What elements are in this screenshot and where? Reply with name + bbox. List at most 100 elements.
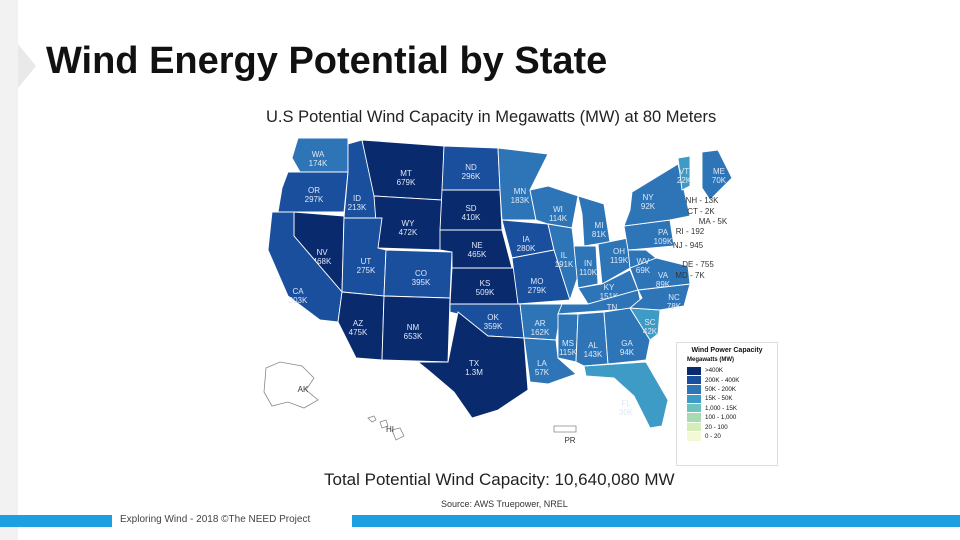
state-OR (277, 171, 349, 213)
label-TX-name: TX (469, 359, 480, 368)
label-OH-name: OH (613, 247, 625, 256)
label-NV-name: NV (316, 248, 328, 257)
ne-callout-6: MD - 7K (675, 271, 705, 280)
label-UT-name: UT (361, 257, 372, 266)
state-PR (553, 425, 577, 433)
label-ID-name: ID (353, 194, 361, 203)
legend-swatch (687, 432, 701, 441)
legend-item: 200K - 400K (687, 375, 777, 385)
label-MT-value: 679K (397, 178, 416, 187)
label-AL-name: AL (588, 341, 598, 350)
footer-bar-right (352, 515, 960, 527)
map-heading: U.S Potential Wind Capacity in Megawatts… (266, 108, 717, 126)
legend-label: 100 - 1,000 (705, 414, 737, 422)
label-PA-value: 109K (654, 237, 673, 246)
state-NY (623, 163, 691, 227)
legend-label: 1,000 - 15K (705, 404, 737, 412)
label-IN-name: IN (584, 259, 592, 268)
wind-map-figure: WA 174K OR 297K ID 213K MT 679K WY 472K NV 468K CA 30… (258, 100, 778, 520)
legend-label: 50K - 200K (705, 385, 736, 393)
label-VT-name: VT (679, 167, 689, 176)
label-KY-value: 151K (600, 292, 619, 301)
legend-swatch (687, 366, 701, 375)
label-ME-value: 70K (712, 176, 727, 185)
legend-item: >400K (687, 366, 777, 375)
label-MS-name: MS (562, 339, 574, 348)
legend-swatch (687, 422, 701, 432)
label-GA-name: GA (621, 339, 633, 348)
ne-callout-5: DE - 755 (682, 260, 714, 269)
ne-callout-0: NH - 13K (686, 196, 720, 205)
title-arrow-decoration (18, 44, 36, 88)
legend-item: 50K - 200K (687, 385, 777, 394)
label-UT-value: 275K (357, 266, 376, 275)
label-NY-value: 92K (641, 202, 656, 211)
label-ID-value: 213K (348, 203, 367, 212)
left-band (0, 0, 18, 540)
label-IN-value: 110K (579, 268, 598, 277)
label-AZ-value: 475K (349, 328, 368, 337)
legend-swatch (687, 404, 701, 413)
label-TX-value: 1.3M (465, 368, 483, 377)
state-VT (677, 155, 691, 191)
label-CA-name: CA (292, 287, 304, 296)
label-NE-name: NE (471, 241, 482, 250)
legend-label: 200K - 400K (705, 376, 740, 384)
label-WI-value: 114K (549, 214, 568, 223)
label-LA-name: LA (537, 359, 547, 368)
state-FL (583, 361, 669, 429)
state-IL (547, 223, 579, 302)
label-IL-name: IL (561, 251, 568, 260)
slide-title: Wind Energy Potential by State (46, 40, 608, 82)
label-NV-value: 468K (313, 257, 332, 266)
label-AL-value: 143K (584, 350, 603, 359)
state-LA (523, 337, 577, 385)
label-MI-name: MI (595, 221, 604, 230)
label-AR-value: 162K (531, 328, 550, 337)
state-WV (627, 249, 657, 269)
label-OH-value: 119K (610, 256, 629, 265)
footer-bar-left (0, 515, 112, 527)
label-OK-name: OK (487, 313, 499, 322)
state-TX (416, 311, 529, 419)
label-SD-value: 410K (462, 213, 481, 222)
legend-item: 15K - 50K (687, 394, 777, 404)
label-CO-value: 395K (412, 278, 431, 287)
label-AK: AK (298, 385, 309, 394)
label-AR-name: AR (534, 319, 545, 328)
legend-swatch (687, 413, 701, 422)
label-ND-value: 296K (462, 172, 481, 181)
label-HI: HI (386, 425, 394, 434)
label-FL-name: FL (621, 399, 631, 408)
label-MN-value: 183K (511, 196, 530, 205)
label-MI-value: 81K (592, 230, 607, 239)
label-NC-value: 78K (667, 302, 682, 311)
label-MS-value: 115K (559, 348, 578, 357)
label-WA-name: WA (312, 150, 325, 159)
label-KY-name: KY (604, 283, 615, 292)
legend-swatch (687, 394, 701, 404)
label-WV-name: WV (637, 257, 651, 266)
state-AK (263, 361, 319, 409)
label-IA-value: 280K (517, 244, 536, 253)
state-HI (367, 415, 405, 441)
label-SD-name: SD (465, 204, 476, 213)
total-capacity: Total Potential Wind Capacity: 10,640,08… (324, 470, 675, 489)
label-SC-name: SC (644, 318, 655, 327)
label-VT-value: 22K (677, 176, 692, 185)
label-LA-value: 57K (535, 368, 550, 377)
label-PA-name: PA (658, 228, 669, 237)
state-MI (577, 195, 611, 247)
legend-label: >400K (705, 367, 724, 375)
label-ME-name: ME (713, 167, 725, 176)
ne-callout-2: MA - 5K (699, 217, 728, 226)
state-TN (557, 289, 643, 315)
legend-swatch (687, 375, 701, 385)
ne-callout-1: CT - 2K (687, 207, 715, 216)
label-TN-name: TN (607, 303, 618, 312)
label-WY-value: 472K (399, 228, 418, 237)
legend-label: 20 - 100 (705, 423, 728, 431)
legend-item: 100 - 1,000 (687, 413, 777, 422)
label-SC-value: 42K (643, 327, 658, 336)
